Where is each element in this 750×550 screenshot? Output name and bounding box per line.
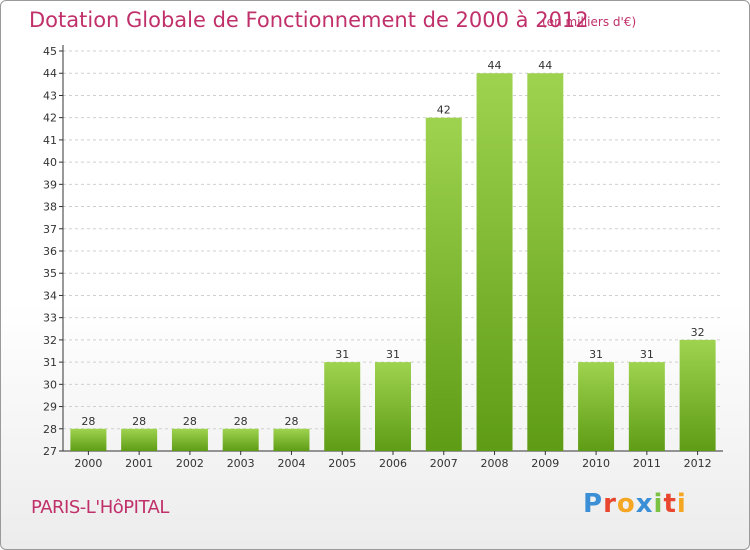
y-tick-label: 39 (43, 178, 57, 191)
x-tick-label: 2004 (277, 457, 305, 470)
logo-letter: i (653, 489, 664, 519)
bar (70, 428, 107, 451)
logo-letter: o (616, 489, 636, 519)
bar-value-label: 31 (335, 348, 349, 361)
bar (324, 362, 361, 451)
x-tick-label: 2007 (430, 457, 458, 470)
logo-letter: P (583, 489, 604, 519)
bar-value-label: 28 (132, 415, 146, 428)
proxiti-logo[interactable]: Proxiti (583, 489, 687, 519)
y-tick-label: 37 (43, 223, 57, 236)
y-tick-label: 31 (43, 356, 57, 369)
bar (425, 117, 462, 452)
y-tick-label: 45 (43, 45, 57, 58)
bar (121, 428, 158, 451)
y-tick-label: 44 (43, 67, 57, 80)
logo-letter: i (676, 489, 687, 519)
bar-value-label: 44 (538, 59, 552, 72)
y-tick-label: 30 (43, 378, 57, 391)
bar (222, 428, 259, 451)
x-tick-label: 2011 (633, 457, 661, 470)
x-tick-label: 2000 (74, 457, 102, 470)
x-tick-label: 2009 (531, 457, 559, 470)
y-tick-label: 35 (43, 267, 57, 280)
y-tick-label: 29 (43, 401, 57, 414)
bar-value-label: 28 (284, 415, 298, 428)
bar-value-label: 32 (691, 326, 705, 339)
x-tick-label: 2008 (481, 457, 509, 470)
commune-name: PARIS-L'HôPITAL (31, 497, 169, 518)
logo-letter: x (635, 489, 654, 519)
y-tick-label: 33 (43, 312, 57, 325)
bar (628, 362, 665, 451)
x-tick-label: 2010 (582, 457, 610, 470)
bar-value-label: 31 (386, 348, 400, 361)
bar (375, 362, 411, 451)
y-tick-label: 42 (43, 112, 57, 125)
bar-value-label: 31 (640, 348, 654, 361)
y-tick-label: 27 (43, 445, 57, 458)
bar (578, 362, 615, 451)
y-tick-label: 41 (43, 134, 57, 147)
bar (171, 428, 208, 451)
y-tick-label: 28 (43, 423, 57, 436)
bar-value-label: 44 (488, 59, 502, 72)
y-tick-label: 43 (43, 89, 57, 102)
x-tick-label: 2012 (684, 457, 712, 470)
bar-value-label: 31 (589, 348, 603, 361)
logo-letter: r (603, 489, 617, 519)
chart-title: Dotation Globale de Fonctionnement de 20… (29, 8, 589, 32)
bar-value-label: 28 (234, 415, 248, 428)
x-tick-label: 2001 (125, 457, 153, 470)
x-tick-label: 2003 (227, 457, 255, 470)
x-tick-label: 2002 (176, 457, 204, 470)
y-tick-label: 38 (43, 201, 57, 214)
y-tick-label: 34 (43, 289, 57, 302)
bar (273, 428, 310, 451)
y-tick-label: 36 (43, 245, 57, 258)
bar (679, 339, 716, 451)
y-tick-label: 32 (43, 334, 57, 347)
bar-value-label: 28 (183, 415, 197, 428)
bar (476, 73, 513, 451)
bar-value-label: 28 (81, 415, 95, 428)
logo-letter: t (663, 489, 677, 519)
chart-unit: (en milliers d'€) (542, 15, 637, 29)
bar-value-label: 42 (437, 104, 451, 117)
bar (527, 73, 564, 451)
x-tick-label: 2005 (328, 457, 356, 470)
x-tick-label: 2006 (379, 457, 407, 470)
y-tick-label: 40 (43, 156, 57, 169)
